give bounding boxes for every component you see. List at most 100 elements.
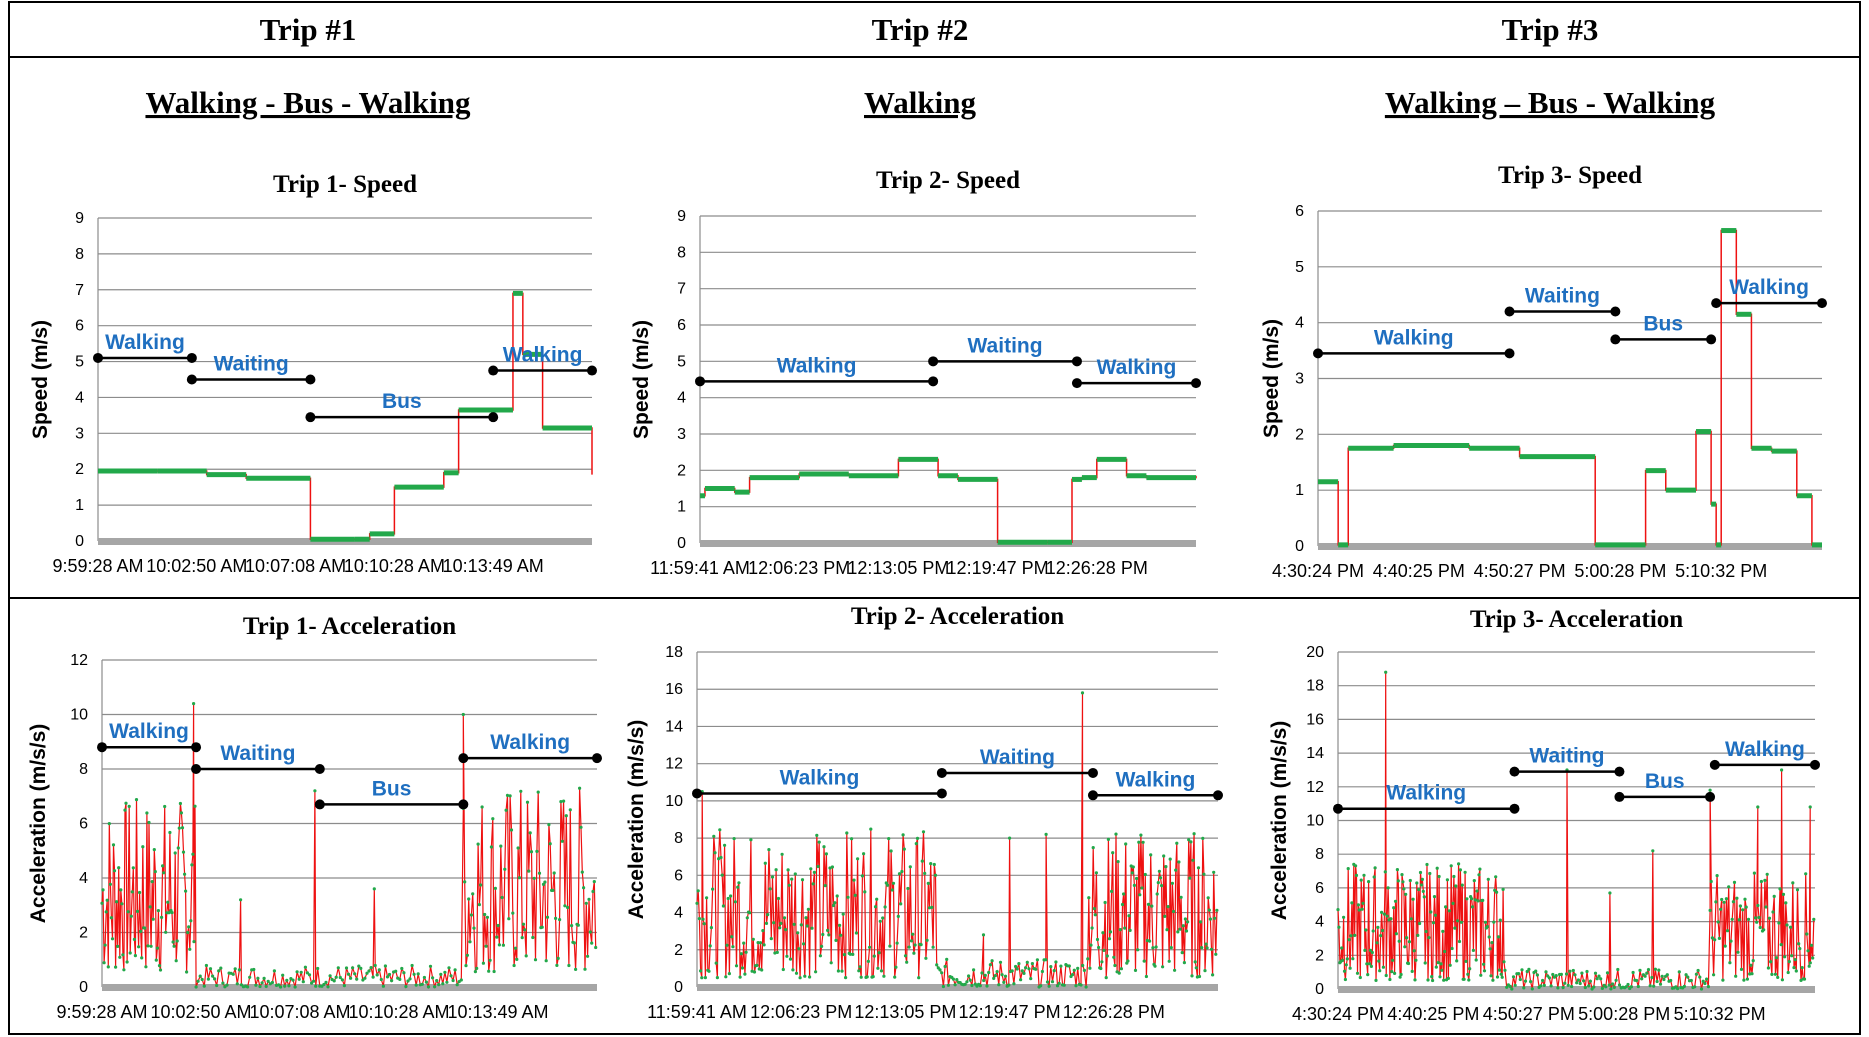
acceleration-point (1791, 881, 1795, 885)
acceleration-point (802, 942, 806, 946)
acceleration-point (473, 970, 477, 974)
acceleration-point (1191, 858, 1195, 862)
acceleration-point (1459, 920, 1463, 924)
acceleration-point (1365, 962, 1369, 966)
acceleration-point (1205, 946, 1209, 950)
acceleration-point (190, 863, 194, 867)
acceleration-point (731, 945, 735, 949)
acceleration-point (1204, 942, 1208, 946)
acceleration-point (1527, 967, 1531, 971)
acceleration-point (528, 831, 532, 835)
acceleration-point (1126, 959, 1130, 963)
acceleration-point (1113, 963, 1117, 968)
acceleration-point (124, 801, 128, 805)
acceleration-point (981, 933, 986, 937)
acceleration-point (797, 947, 801, 951)
segment-label: Waiting (220, 742, 295, 765)
acceleration-point (385, 975, 390, 979)
acceleration-point (533, 958, 538, 962)
acceleration-point (1087, 896, 1091, 900)
acceleration-point (1429, 910, 1433, 914)
acceleration-point (737, 881, 741, 885)
acceleration-point (1421, 889, 1425, 894)
x-tick-label: 4:40:25 PM (1373, 561, 1465, 581)
acceleration-point (709, 926, 714, 930)
acceleration-point (773, 951, 777, 955)
x-tick-label: 5:10:32 PM (1674, 1004, 1766, 1024)
acceleration-point (1384, 973, 1388, 978)
y-tick-label: 16 (665, 681, 683, 698)
acceleration-point (841, 912, 845, 916)
y-tick-label: 20 (1306, 644, 1324, 661)
acceleration-point (204, 963, 208, 968)
acceleration-point (135, 909, 140, 914)
acceleration-point (1142, 959, 1146, 963)
acceleration-point (834, 938, 838, 943)
acceleration-point (1774, 956, 1779, 960)
speed-series-line (700, 458, 1197, 544)
acceleration-point (270, 980, 274, 985)
acceleration-point (1175, 841, 1179, 845)
acceleration-point (1520, 968, 1524, 972)
acceleration-point (1489, 974, 1493, 978)
acceleration-point (1696, 968, 1700, 973)
acceleration-point (933, 873, 938, 877)
acceleration-point (1110, 889, 1114, 894)
acceleration-point (1638, 968, 1642, 973)
acceleration-point (161, 864, 165, 868)
y-tick-label: 2 (1315, 947, 1324, 964)
acceleration-point (177, 826, 181, 830)
acceleration-point (1568, 969, 1572, 973)
acceleration-point (110, 937, 115, 941)
acceleration-point (1505, 985, 1509, 989)
acceleration-point (720, 873, 724, 877)
acceleration-point (566, 905, 570, 910)
acceleration-point (1554, 974, 1558, 978)
acceleration-point (1676, 987, 1680, 991)
acceleration-point (903, 954, 908, 958)
acceleration-point (854, 931, 859, 935)
y-tick-label: 8 (75, 246, 84, 263)
acceleration-point (1742, 978, 1746, 982)
acceleration-point (114, 965, 118, 969)
acceleration-point (1805, 932, 1809, 936)
acceleration-point (179, 811, 183, 815)
acceleration-point (305, 971, 309, 975)
acceleration-point (927, 906, 932, 910)
acceleration-point (1609, 987, 1613, 991)
chart-title: Trip 2- Acceleration (851, 603, 1064, 630)
acceleration-point (990, 959, 994, 963)
acceleration-point (198, 974, 202, 978)
acceleration-point (808, 975, 812, 979)
acceleration-point (1708, 788, 1712, 792)
acceleration-point (465, 953, 469, 957)
acceleration-point (1049, 965, 1053, 969)
acceleration-point (1213, 916, 1217, 920)
acceleration-point (714, 961, 718, 965)
x-tick-label: 10:13:49 AM (447, 1002, 548, 1022)
segment-label: Walking (1386, 782, 1466, 805)
segment-label: Walking (105, 331, 185, 354)
acceleration-point (1091, 846, 1095, 850)
x-axis-baseline (697, 984, 1218, 991)
acceleration-point (312, 979, 316, 983)
acceleration-point (433, 985, 437, 989)
acceleration-point (1423, 961, 1427, 965)
acceleration-point (895, 941, 899, 945)
acceleration-point (570, 924, 574, 928)
trip-1-heading: Trip #1 (260, 12, 357, 47)
acceleration-point (1535, 973, 1539, 977)
acceleration-point (145, 811, 149, 815)
acceleration-point (1708, 908, 1712, 913)
acceleration-point (412, 972, 416, 976)
acceleration-point (1057, 981, 1061, 985)
acceleration-point (493, 886, 497, 891)
acceleration-point (1693, 985, 1697, 989)
acceleration-point (985, 984, 989, 988)
acceleration-point (1741, 908, 1745, 912)
acceleration-point (1600, 986, 1604, 991)
acceleration-point (1391, 958, 1395, 962)
acceleration-point (1759, 879, 1763, 884)
acceleration-point (749, 838, 753, 842)
acceleration-point (784, 928, 788, 932)
